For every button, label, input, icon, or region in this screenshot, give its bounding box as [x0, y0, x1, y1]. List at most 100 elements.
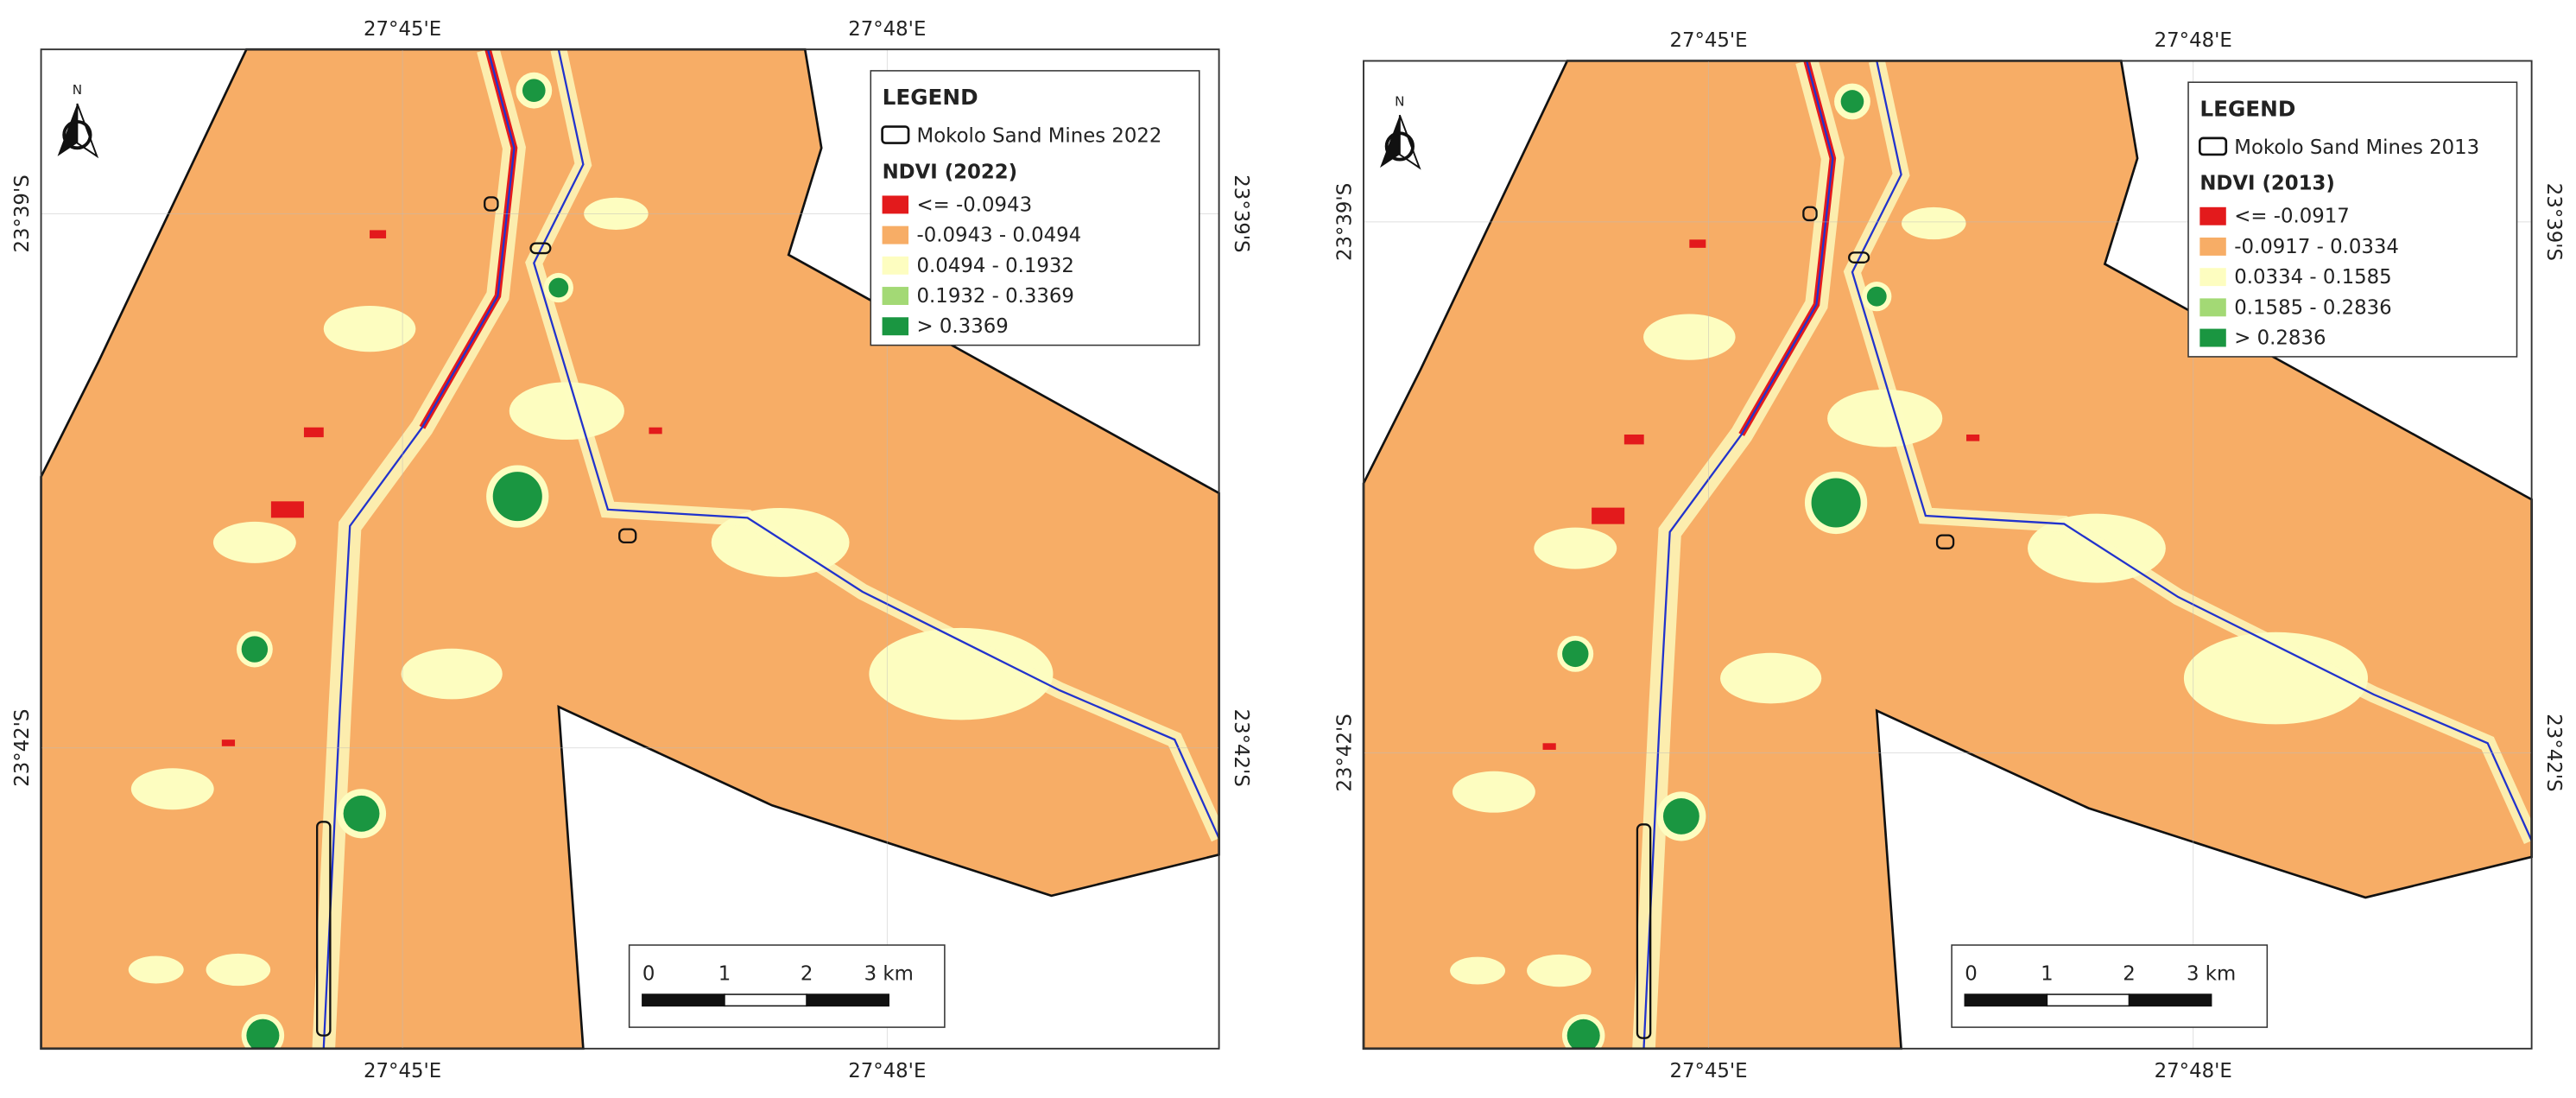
legend-subtitle: NDVI (2022) [883, 161, 1017, 183]
ndvi-patch [1542, 743, 1556, 750]
ndvi-patch [130, 768, 214, 810]
legend-label: > 0.3369 [917, 315, 1009, 338]
scale-bar-segment [2128, 993, 2212, 1007]
map-panel: 27°45'E 27°45'E 27°48'E 27°48'E 23°39'S 23°39… [1334, 29, 2565, 1082]
coord-label: 23°42'S [1230, 709, 1252, 787]
ndvi-patch [221, 739, 236, 746]
river [322, 49, 516, 1049]
ndvi-patch [1902, 206, 1966, 240]
ndvi-patch [1566, 1019, 1600, 1049]
legend-title: LEGEND [883, 85, 978, 110]
ndvi-patch [1811, 478, 1861, 528]
scale-bar-label: 3 km [2187, 963, 2236, 986]
coord-label: 27°45'E [364, 1060, 441, 1082]
map-content [41, 49, 1219, 1049]
scale-bar-segment [2046, 993, 2130, 1007]
legend-swatch [882, 225, 909, 244]
legend-swatch [2199, 268, 2226, 287]
legend-label: > 0.2836 [2234, 327, 2326, 349]
north-label: N [73, 82, 82, 98]
ndvi-patch [1866, 286, 1887, 307]
ndvi-patch [1623, 434, 1644, 445]
north-label: N [1395, 94, 1404, 110]
scale-bar-box [628, 944, 946, 1028]
ndvi-patch [303, 427, 324, 438]
scale-bar-label: 0 [1965, 963, 1978, 986]
map-frame [40, 48, 1220, 1050]
legend-box [870, 70, 1200, 346]
ndvi-patch [1720, 652, 1822, 704]
ndvi-patch [1966, 434, 1980, 441]
coord-label: 27°45'E [1669, 29, 1747, 52]
scale-bar-label: 0 [642, 963, 655, 986]
map-panel: 27°45'E 27°45'E 27°48'E 27°48'E 23°39'S 23°39… [11, 18, 1252, 1082]
coord-label: 27°48'E [848, 1060, 926, 1082]
ndvi-patch [343, 795, 380, 832]
legend-box [2187, 81, 2518, 358]
legend-label: -0.0917 - 0.0334 [2234, 236, 2399, 258]
ndvi-patch [649, 427, 662, 435]
ndvi-patch [1592, 507, 1625, 524]
sand-mine [1848, 251, 1870, 263]
legend-swatch [882, 317, 909, 336]
ndvi-patch [270, 501, 304, 518]
ndvi-patch [212, 521, 296, 563]
scale-bar-label: 2 [2123, 963, 2136, 986]
coord-label: 27°45'E [1669, 1060, 1747, 1082]
ndvi-patch [2183, 632, 2368, 725]
legend-label: 0.0334 - 0.1585 [2234, 266, 2391, 289]
ndvi-patch [1562, 640, 1589, 668]
legend-swatch [2199, 298, 2226, 317]
ndvi-patch [370, 230, 387, 238]
coord-label: 23°39'S [11, 175, 34, 252]
river [533, 49, 1219, 839]
coord-label: 23°39'S [1334, 183, 1357, 261]
ndvi-patch [401, 648, 503, 700]
legend-label: Mokolo Sand Mines 2013 [2234, 136, 2479, 159]
legend-label: Mokolo Sand Mines 2022 [917, 124, 1162, 147]
ndvi-patch [869, 627, 1054, 720]
ndvi-patch [1643, 314, 1736, 360]
ndvi-patch [206, 953, 271, 987]
sand-mine [1935, 534, 1955, 549]
scale-bar-box [1951, 944, 2269, 1028]
north-ring [1384, 131, 1415, 162]
scale-bar-label: 3 km [864, 963, 914, 986]
ndvi-patch [1840, 90, 1864, 113]
sand-mine [529, 242, 552, 255]
legend-label: <= -0.0917 [2234, 206, 2350, 228]
legend-swatch [2199, 206, 2226, 225]
sand-mine [1802, 206, 1818, 222]
scale-bar-segment [806, 993, 889, 1007]
legend-boundary-swatch [2199, 136, 2228, 156]
legend-swatch [2199, 328, 2226, 347]
scale-bar-label: 2 [801, 963, 813, 986]
ndvi-patch [548, 277, 569, 298]
map-content [1364, 60, 2532, 1049]
legend-swatch [882, 256, 909, 275]
coord-label: 23°42'S [11, 709, 34, 787]
ndvi-patch [1827, 389, 1943, 447]
ndvi-patch [246, 1019, 280, 1049]
ndvi-patch [1452, 771, 1535, 813]
river [1851, 60, 2532, 841]
ndvi-patch [323, 305, 416, 352]
ndvi-patch [1534, 527, 1617, 569]
scale-bar-label: 1 [2041, 963, 2054, 986]
legend-swatch [882, 195, 909, 214]
coord-label: 23°42'S [2542, 714, 2565, 791]
legend-label: 0.1932 - 0.3369 [917, 285, 1074, 308]
legend-title: LEGEND [2199, 97, 2295, 122]
coord-label: 27°48'E [848, 18, 926, 41]
sand-mine [618, 528, 637, 544]
scale-bar-segment [1964, 993, 2048, 1007]
legend-label: <= -0.0943 [917, 194, 1033, 216]
coord-label: 27°48'E [2155, 29, 2232, 52]
legend-swatch [2199, 237, 2226, 256]
ndvi-patch [1689, 239, 1706, 248]
sand-mine [1636, 823, 1652, 1039]
legend-boundary-swatch [881, 125, 910, 144]
legend-label: -0.0943 - 0.0494 [917, 225, 1082, 247]
